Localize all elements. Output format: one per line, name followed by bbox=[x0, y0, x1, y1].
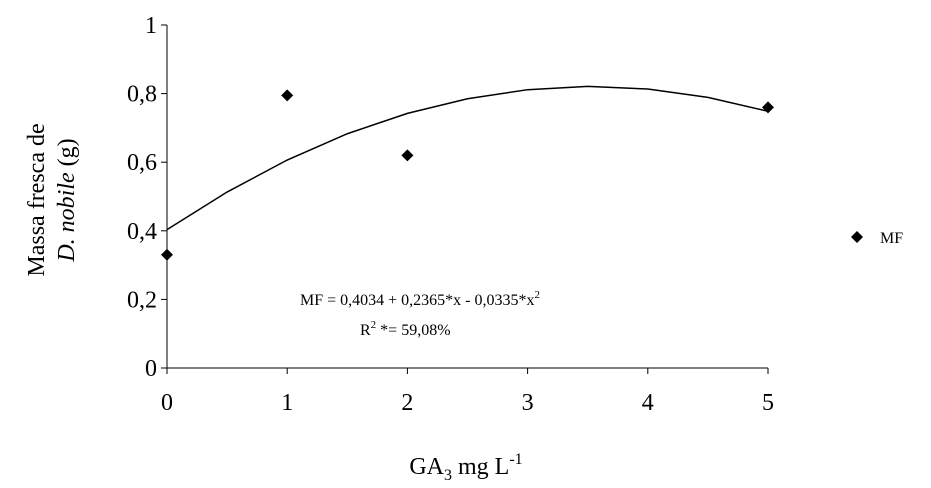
equation-sup: 2 bbox=[535, 289, 541, 301]
r-squared: R2 *= 59,08% bbox=[360, 319, 451, 339]
point bbox=[281, 89, 294, 102]
y-tick-label: 0,6 bbox=[127, 150, 157, 176]
x-tick-label: 3 bbox=[522, 390, 534, 416]
r-rest: *= 59,08% bbox=[376, 322, 450, 339]
y-label-line2: D. nobile (g) bbox=[54, 138, 80, 262]
x-tick-label: 5 bbox=[762, 390, 774, 416]
x-label-unit: mg L bbox=[452, 454, 509, 480]
x-label-main: GA bbox=[409, 454, 444, 480]
y-tick-label: 0,2 bbox=[127, 287, 157, 313]
x-tick-label: 0 bbox=[161, 390, 173, 416]
y-label-italic: D. nobile bbox=[54, 172, 80, 263]
y-axis-label: Massa fresca de D. nobile (g) bbox=[24, 123, 80, 276]
legend-label: MF bbox=[880, 230, 903, 247]
equation-text: MF = 0,4034 + 0,2365*x - 0,0335*x bbox=[300, 292, 535, 309]
r-main: R bbox=[360, 322, 371, 339]
x-axis-label: GA3 mg L-1 bbox=[409, 451, 522, 484]
point bbox=[161, 248, 173, 261]
y-tick-label: 0 bbox=[145, 356, 157, 382]
y-tick-label: 0,8 bbox=[127, 82, 157, 108]
x-tick-label: 2 bbox=[401, 390, 413, 416]
x-tick-label: 1 bbox=[281, 390, 293, 416]
point bbox=[401, 149, 414, 162]
legend-marker bbox=[851, 231, 863, 243]
y-label-line1: Massa fresca de bbox=[24, 123, 50, 276]
x-label-sub: 3 bbox=[444, 467, 452, 484]
fit-line bbox=[166, 85, 769, 231]
point bbox=[762, 101, 774, 114]
r-sup: 2 bbox=[371, 319, 377, 331]
x-label-sup: -1 bbox=[509, 451, 522, 468]
y-tick-label: 1 bbox=[145, 13, 157, 39]
y-label-rest: (g) bbox=[54, 138, 80, 172]
x-tick-label: 4 bbox=[642, 390, 654, 416]
y-tick-label: 0,4 bbox=[127, 219, 157, 245]
equation: MF = 0,4034 + 0,2365*x - 0,0335*x2 bbox=[300, 289, 540, 309]
